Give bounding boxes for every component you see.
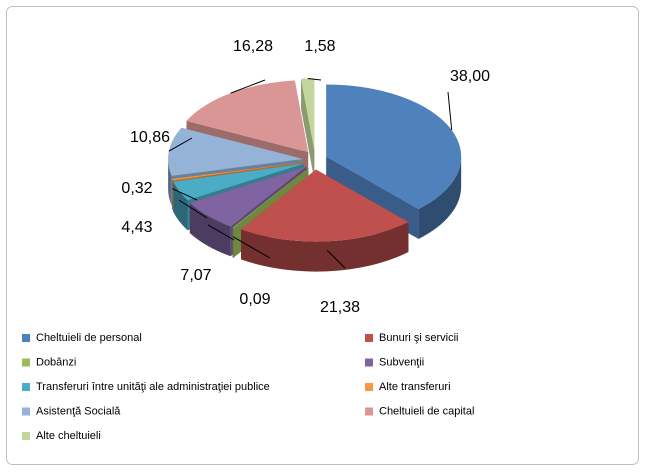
legend-label: Alte transferuri xyxy=(379,381,451,393)
leader-line xyxy=(447,91,453,131)
legend-swatch xyxy=(22,334,30,342)
slice xyxy=(232,167,309,228)
legend-label: Bunuri şi servicii xyxy=(379,332,458,344)
legend-swatch xyxy=(365,407,373,416)
slice-wall xyxy=(173,181,188,231)
slice xyxy=(240,169,409,242)
leader-line xyxy=(230,79,266,94)
legend-swatch xyxy=(365,334,373,342)
legend-swatch xyxy=(22,407,30,416)
slice-wall xyxy=(168,158,172,206)
slice xyxy=(189,166,307,227)
data-label: 4,43 xyxy=(121,219,152,236)
leader-line xyxy=(168,137,193,152)
slice-wall xyxy=(189,203,231,257)
legend-swatch xyxy=(22,432,30,440)
slice xyxy=(301,78,315,151)
leader-line xyxy=(178,199,208,219)
legend-label: Alte cheltuieli xyxy=(36,430,101,442)
data-label: 38,00 xyxy=(450,68,490,85)
leader-line xyxy=(232,236,271,259)
legend-label: Cheltuieli de personal xyxy=(36,332,142,344)
legend-swatch xyxy=(365,358,373,367)
slice xyxy=(173,163,304,201)
legend-label: Cheltuieli de capital xyxy=(379,405,474,417)
legend-label: Dobânzi xyxy=(36,356,76,368)
slice xyxy=(172,162,304,181)
data-label: 0,32 xyxy=(121,180,152,197)
leader-line xyxy=(172,188,198,201)
leader-line xyxy=(307,78,322,81)
data-label: 0,09 xyxy=(239,291,270,308)
legend-swatch xyxy=(365,383,373,391)
slice-wall xyxy=(172,178,173,211)
data-label: 10,86 xyxy=(130,129,170,146)
leader-line xyxy=(207,224,235,241)
leader-line xyxy=(326,249,346,269)
legend-swatch xyxy=(22,358,30,367)
slice xyxy=(186,80,309,153)
legend-label: Subvenţii xyxy=(379,356,424,368)
slice-side xyxy=(301,78,315,181)
slice xyxy=(168,127,304,176)
data-label: 1,58 xyxy=(304,38,335,55)
data-label: 7,07 xyxy=(180,267,211,284)
legend-swatch xyxy=(22,383,30,391)
legend-label: Asistenţă Socială xyxy=(36,405,121,417)
slice xyxy=(326,84,462,209)
slice-wall xyxy=(418,156,462,239)
legend-label: Transferuri între unităţi ale administra… xyxy=(36,381,270,393)
data-label: 21,38 xyxy=(320,299,360,316)
slice-wall xyxy=(240,222,409,272)
data-label: 16,28 xyxy=(233,38,273,55)
slice-wall xyxy=(232,227,234,258)
